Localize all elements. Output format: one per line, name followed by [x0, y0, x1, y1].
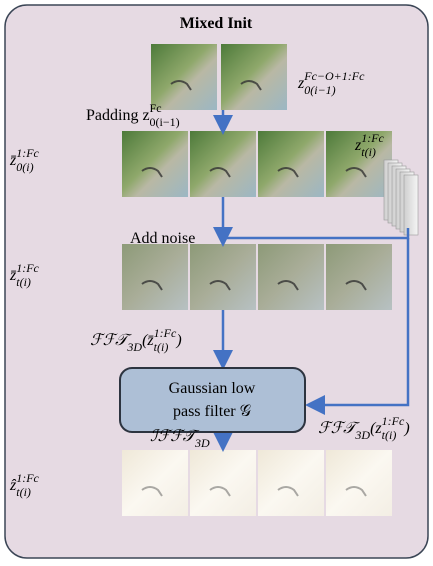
frame-image [326, 450, 392, 516]
label-sub: t(i) [154, 340, 169, 354]
frame-image [326, 244, 392, 310]
label-sup: 1:Fc [361, 131, 384, 145]
label-base: Padding z [86, 107, 150, 124]
frame-image [258, 244, 324, 310]
label-sub: 0(i) [16, 160, 33, 174]
label-base: (z [370, 420, 382, 437]
title: Mixed Init [180, 15, 253, 32]
label-sup: 1:Fc [154, 326, 177, 340]
label-sub: t(i) [361, 145, 376, 159]
label-base: (z̄ [142, 332, 154, 349]
label-sub: 3D [126, 340, 142, 354]
filter-text: pass filter 𝒢 [173, 403, 252, 420]
label-sub: 3D [194, 436, 210, 450]
label-sup: 1:Fc [16, 261, 39, 275]
filter-text: Gaussian low [169, 380, 256, 397]
label-base: ) [403, 420, 409, 437]
frame-image [221, 44, 287, 110]
frame-image [122, 131, 188, 197]
label-base: ℱℱ𝒯 [90, 332, 132, 349]
label-sup: 1:Fc [382, 414, 405, 428]
noise-frame [404, 175, 418, 235]
label-sup: 1:Fc [16, 471, 39, 485]
frame-image [258, 131, 324, 197]
label-sub: t(i) [16, 485, 31, 499]
label-sub: t(i) [382, 428, 397, 442]
math-label: Add noise [130, 230, 195, 247]
label-base: ℐℱℱ𝒯 [150, 428, 200, 445]
label-sub: 3D [354, 428, 370, 442]
filter-box [120, 368, 305, 432]
label-base: Add noise [130, 230, 195, 247]
frame-image [190, 244, 256, 310]
label-base: ℱℱ𝒯 [318, 420, 360, 437]
frame-image [190, 131, 256, 197]
label-sup: Fc [150, 101, 162, 115]
frame-image [122, 450, 188, 516]
label-sub: t(i) [16, 275, 31, 289]
label-sup: 1:Fc [16, 146, 39, 160]
diagram: Mixed Init Gaussian low pass filter 𝒢 zF… [0, 0, 433, 566]
label-sub: 0(i−1) [150, 115, 180, 129]
label-sub: 0(i−1) [304, 83, 335, 97]
frame-image [258, 450, 324, 516]
label-base: ) [175, 332, 181, 349]
page: {"title": "Mixed Init", "filter": {"line… [0, 0, 433, 566]
frame-image [122, 244, 188, 310]
frame-image [190, 450, 256, 516]
label-sup: Fc−O+1:Fc [303, 69, 365, 83]
